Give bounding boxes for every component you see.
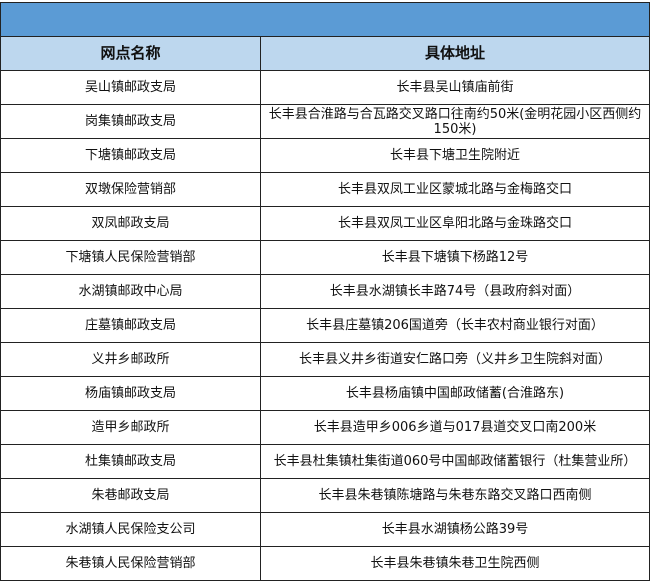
cell-address[interactable]: 长丰县双凤工业区蒙城北路与金梅路交口	[260, 172, 650, 207]
cell-address[interactable]: 长丰县下塘卫生院附近	[260, 138, 650, 173]
table-row: 下塘镇人民保险营销部 长丰县下塘镇下杨路12号	[0, 240, 650, 275]
cell-name[interactable]: 下塘镇邮政支局	[0, 138, 261, 173]
cell-address[interactable]: 长丰县水湖镇杨公路39号	[260, 512, 650, 547]
cell-name[interactable]: 朱巷邮政支局	[0, 478, 261, 513]
cell-name[interactable]: 杜集镇邮政支局	[0, 444, 261, 479]
header-row: 网点名称 具体地址	[0, 36, 650, 71]
cell-address[interactable]: 长丰县水湖镇长丰路74号（县政府斜对面）	[260, 274, 650, 309]
table-row: 双凤邮政支局 长丰县双凤工业区阜阳北路与金珠路交口	[0, 206, 650, 241]
cell-name[interactable]: 杨庙镇邮政支局	[0, 376, 261, 411]
cell-name[interactable]: 岗集镇邮政支局	[0, 104, 261, 139]
header-name: 网点名称	[0, 36, 261, 71]
cell-name[interactable]: 庄墓镇邮政支局	[0, 308, 261, 343]
cell-name[interactable]: 义井乡邮政所	[0, 342, 261, 377]
table-row: 双墩保险营销部 长丰县双凤工业区蒙城北路与金梅路交口	[0, 172, 650, 207]
table-row: 庄墓镇邮政支局 长丰县庄墓镇206国道旁（长丰农村商业银行对面）	[0, 308, 650, 343]
cell-name[interactable]: 水湖镇邮政中心局	[0, 274, 261, 309]
cell-name[interactable]: 双墩保险营销部	[0, 172, 261, 207]
branch-table: 网点名称 具体地址 吴山镇邮政支局 长丰县吴山镇庙前街 岗集镇邮政支局 长丰县合淮路与…	[0, 36, 650, 581]
cell-address[interactable]: 长丰县合淮路与合瓦路交叉路口往南约50米(金明花园小区西侧约150米)	[260, 104, 650, 139]
table-row: 杨庙镇邮政支局 长丰县杨庙镇中国邮政储蓄(合淮路东)	[0, 376, 650, 411]
cell-address[interactable]: 长丰县杜集镇杜集街道060号中国邮政储蓄银行（杜集营业所）	[260, 444, 650, 479]
cell-address[interactable]: 长丰县朱巷镇朱巷卫生院西侧	[260, 546, 650, 581]
table-row: 水湖镇邮政中心局 长丰县水湖镇长丰路74号（县政府斜对面）	[0, 274, 650, 309]
table-row: 杜集镇邮政支局 长丰县杜集镇杜集街道060号中国邮政储蓄银行（杜集营业所）	[0, 444, 650, 479]
cell-address[interactable]: 长丰县双凤工业区阜阳北路与金珠路交口	[260, 206, 650, 241]
cell-address[interactable]: 长丰县杨庙镇中国邮政储蓄(合淮路东)	[260, 376, 650, 411]
table-row: 义井乡邮政所 长丰县义井乡街道安仁路口旁（义井乡卫生院斜对面）	[0, 342, 650, 377]
table-row: 朱巷邮政支局 长丰县朱巷镇陈塘路与朱巷东路交叉路口西南侧	[0, 478, 650, 513]
cell-name[interactable]: 双凤邮政支局	[0, 206, 261, 241]
table-row: 水湖镇人民保险支公司 长丰县水湖镇杨公路39号	[0, 512, 650, 547]
table-row: 造甲乡邮政所 长丰县造甲乡006乡道与017县道交叉口南200米	[0, 410, 650, 445]
cell-address[interactable]: 长丰县庄墓镇206国道旁（长丰农村商业银行对面）	[260, 308, 650, 343]
cell-name[interactable]: 下塘镇人民保险营销部	[0, 240, 261, 275]
cell-name[interactable]: 朱巷镇人民保险营销部	[0, 546, 261, 581]
cell-address[interactable]: 长丰县义井乡街道安仁路口旁（义井乡卫生院斜对面）	[260, 342, 650, 377]
table-row: 下塘镇邮政支局 长丰县下塘卫生院附近	[0, 138, 650, 173]
cell-address[interactable]: 长丰县朱巷镇陈塘路与朱巷东路交叉路口西南侧	[260, 478, 650, 513]
table-row: 岗集镇邮政支局 长丰县合淮路与合瓦路交叉路口往南约50米(金明花园小区西侧约150…	[0, 104, 650, 139]
cell-address[interactable]: 长丰县下塘镇下杨路12号	[260, 240, 650, 275]
cell-name[interactable]: 吴山镇邮政支局	[0, 70, 261, 105]
header-address: 具体地址	[260, 36, 650, 71]
cell-address[interactable]: 长丰县吴山镇庙前街	[260, 70, 650, 105]
title-banner	[0, 2, 650, 36]
cell-name[interactable]: 水湖镇人民保险支公司	[0, 512, 261, 547]
cell-name[interactable]: 造甲乡邮政所	[0, 410, 261, 445]
table-row: 朱巷镇人民保险营销部 长丰县朱巷镇朱巷卫生院西侧	[0, 546, 650, 581]
cell-address[interactable]: 长丰县造甲乡006乡道与017县道交叉口南200米	[260, 410, 650, 445]
table-row: 吴山镇邮政支局 长丰县吴山镇庙前街	[0, 70, 650, 105]
